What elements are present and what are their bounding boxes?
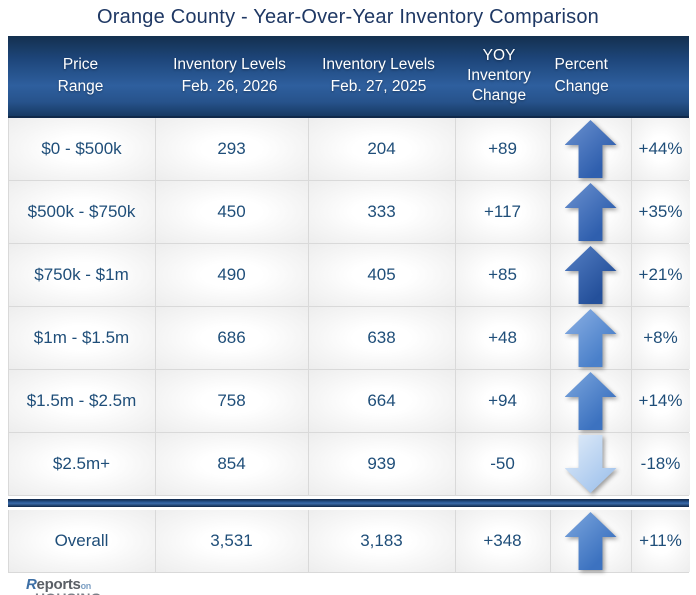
up-arrow-icon [564,512,617,570]
inventory-2025-cell: 939 [308,433,455,495]
inventory-table: Price Range Inventory Levels Feb. 26, 20… [7,36,690,573]
percent-change-cell: +35% [631,181,690,243]
overall-percent-change-cell: +11% [631,510,690,572]
inventory-2025-cell: 204 [308,118,455,180]
inventory-2025-cell: 333 [308,181,455,243]
yoy-change-cell: +117 [455,181,550,243]
inventory-2026-cell: 854 [155,433,308,495]
reports-on-housing-logo: Reportson HOUSING [26,576,166,595]
price-range-cell: $1.5m - $2.5m [8,370,155,432]
percent-change-cell: -18% [631,433,690,495]
overall-yoy-change-cell: +348 [455,510,550,572]
inventory-2026-cell: 686 [155,307,308,369]
inventory-2025-cell: 405 [308,244,455,306]
yoy-change-cell: +85 [455,244,550,306]
percent-change-cell: +8% [631,307,690,369]
trend-arrow-cell [550,244,631,306]
overall-label-cell: Overall [8,510,155,572]
price-range-cell: $750k - $1m [8,244,155,306]
up-arrow-icon [564,246,617,304]
percent-change-cell: +44% [631,118,690,180]
yoy-change-cell: +89 [455,118,550,180]
price-range-cell: $0 - $500k [8,118,155,180]
trend-arrow-cell [550,181,631,243]
yoy-change-cell: +94 [455,370,550,432]
price-range-cell: $500k - $750k [8,181,155,243]
percent-change-cell: +21% [631,244,690,306]
trend-arrow-cell [550,118,631,180]
up-arrow-icon [564,183,617,241]
page-title: Orange County - Year-Over-Year Inventory… [97,6,599,28]
overall-inventory-2025-cell: 3,183 [308,510,455,572]
percent-change-cell: +14% [631,370,690,432]
price-range-cell: $2.5m+ [8,433,155,495]
logo-top-text: eports [36,576,81,593]
inventory-2026-cell: 450 [155,181,308,243]
up-arrow-icon [564,372,617,430]
up-arrow-icon [564,120,617,178]
yoy-change-cell: +48 [455,307,550,369]
overall-trend-arrow-cell [550,510,631,572]
trend-arrow-cell [550,307,631,369]
logo-on-text: on [80,581,92,591]
inventory-2026-cell: 490 [155,244,308,306]
overall-separator [7,496,689,510]
yoy-change-cell: -50 [455,433,550,495]
inventory-2026-cell: 293 [155,118,308,180]
table-header-row: Price Range Inventory Levels Feb. 26, 20… [7,36,689,118]
logo-bottom-text: HOUSING [35,591,166,595]
inventory-2025-cell: 664 [308,370,455,432]
logo-r-glyph: R [26,576,37,593]
overall-inventory-2026-cell: 3,531 [155,510,308,572]
up-arrow-icon [564,309,617,367]
down-arrow-icon [564,435,617,493]
separator-bar [7,499,689,507]
header-inventory-2026: Inventory Levels Feb. 26, 2026 [173,55,286,95]
inventory-2026-cell: 758 [155,370,308,432]
trend-arrow-cell [550,370,631,432]
table-overall-row: Overall 3,531 3,183 +348 +11% [7,510,690,573]
price-range-cell: $1m - $1.5m [8,307,155,369]
header-percent-change: Percent Change [554,55,609,95]
header-yoy-change: YOY Inventory Change [467,46,531,105]
header-price-range: Price Range [57,55,104,95]
header-inventory-2025: Inventory Levels Feb. 27, 2025 [322,55,435,95]
table-body: $0 - $500k 293 204 +89 +44% $500k - $750… [7,118,690,496]
inventory-2025-cell: 638 [308,307,455,369]
trend-arrow-cell [550,433,631,495]
